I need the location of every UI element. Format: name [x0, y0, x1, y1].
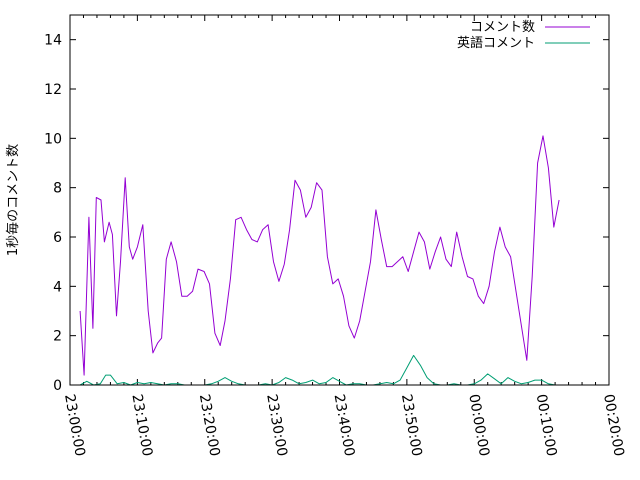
series-line-1: [79, 135, 560, 376]
y-axis-ticks: 0 2 4 6 8 10 12 14: [44, 33, 609, 394]
x-tick-label: 23:20:00: [196, 393, 223, 458]
x-tick-label: 23:50:00: [398, 393, 425, 458]
y-tick-label: 12: [44, 82, 62, 98]
y-tick-label: 2: [53, 329, 62, 345]
y-tick-label: 4: [53, 279, 62, 295]
y-tick-label: 0: [53, 378, 62, 394]
series-lines: [79, 135, 582, 386]
x-tick-label: 00:20:00: [600, 393, 627, 458]
x-tick-label: 23:30:00: [263, 393, 290, 458]
y-tick-label: 8: [53, 181, 62, 197]
y-tick-label: 10: [44, 131, 62, 147]
legend-label: コメント数: [470, 20, 535, 35]
y-tick-label: 6: [53, 230, 62, 246]
plot-frame: [69, 14, 610, 386]
series-line-2: [79, 354, 582, 386]
x-tick-label: 00:00:00: [465, 393, 492, 458]
legend-label: 英語コメント: [457, 35, 535, 51]
x-axis-ticks: 23:00:00 23:10:00 23:20:00 23:30:00 23:40:00…: [61, 15, 627, 458]
x-tick-label: 23:10:00: [128, 393, 155, 458]
x-tick-label: 00:10:00: [533, 393, 560, 458]
x-tick-label: 23:00:00: [61, 393, 88, 458]
y-axis-label: 1秒毎のコメント数: [5, 144, 21, 256]
x-tick-label: 23:40:00: [331, 393, 358, 458]
y-tick-label: 14: [44, 33, 62, 49]
